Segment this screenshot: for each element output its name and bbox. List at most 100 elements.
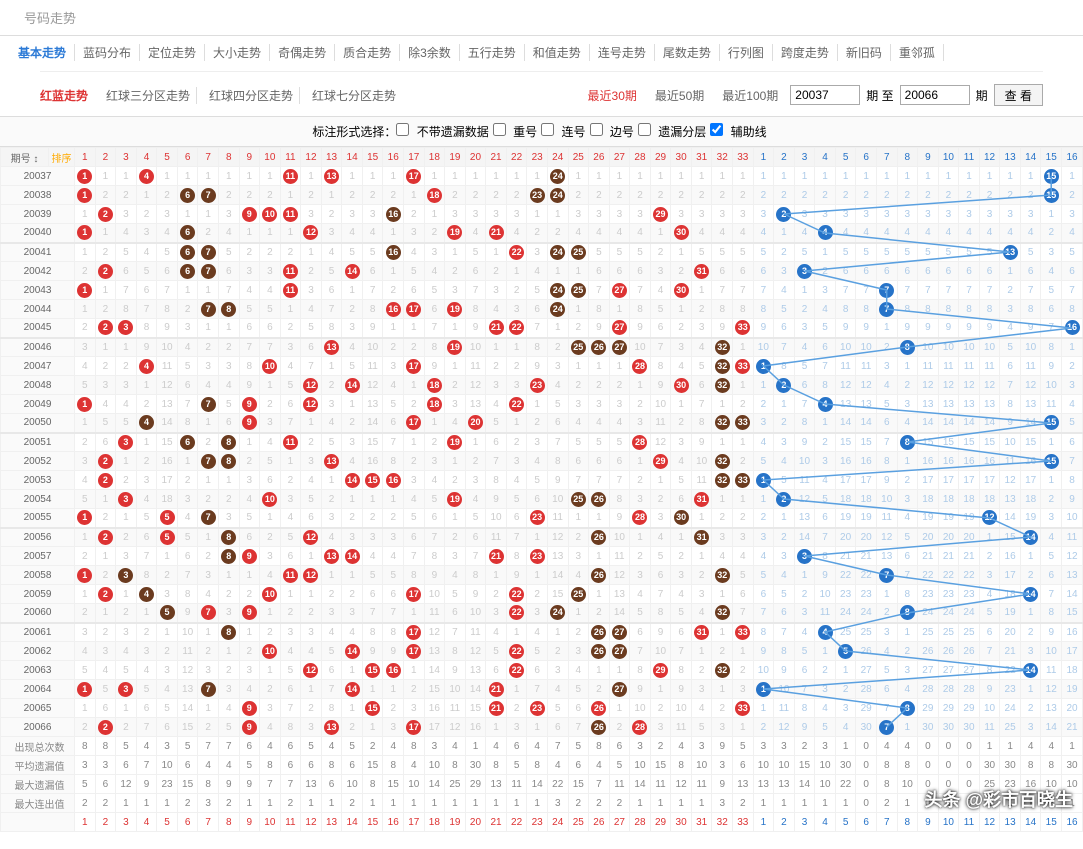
miss-cell: 5: [95, 680, 116, 699]
sub-tab[interactable]: 定位走势: [140, 44, 205, 61]
red-hit: 5: [157, 509, 178, 528]
col-red: 20: [465, 148, 486, 167]
blue-hit: 1: [753, 471, 774, 490]
filter-check[interactable]: [541, 123, 554, 136]
sub-tab[interactable]: 除3余数: [400, 44, 460, 61]
stat-val: 1: [897, 794, 918, 813]
subred-2[interactable]: 红球四分区走势: [203, 87, 300, 104]
filter-check[interactable]: [590, 123, 603, 136]
miss-blue-cell: 24: [938, 604, 959, 623]
period-100[interactable]: 最近100期: [716, 87, 784, 104]
period-cell: 20059: [1, 585, 75, 604]
col-red: 29: [650, 148, 671, 167]
miss-cell: 2: [157, 566, 178, 585]
red-hit: 8: [218, 547, 239, 566]
miss-blue-cell: 4: [794, 338, 815, 357]
red-hit: 20: [465, 414, 486, 433]
miss-blue-cell: 5: [753, 566, 774, 585]
to-input[interactable]: [900, 85, 970, 105]
sub-tab[interactable]: 连号走势: [590, 44, 655, 61]
sub-tab[interactable]: 质合走势: [335, 44, 400, 61]
sub-tab[interactable]: 五行走势: [460, 44, 525, 61]
miss-cell: 2: [75, 262, 96, 281]
period-50[interactable]: 最近50期: [649, 87, 710, 104]
miss-blue-cell: 2: [897, 376, 918, 395]
miss-cell: 1: [486, 718, 507, 737]
miss-blue-cell: 3: [1000, 205, 1021, 224]
blue-hit: 7: [876, 281, 897, 300]
miss-cell: 3: [321, 604, 342, 623]
miss-cell: 4: [260, 566, 281, 585]
subred-3[interactable]: 红球七分区走势: [306, 87, 402, 104]
miss-cell: 3: [239, 262, 260, 281]
red-hit: 13: [321, 452, 342, 471]
miss-blue-cell: 6: [876, 680, 897, 699]
filter-check[interactable]: [396, 123, 409, 136]
stat-val: 4: [404, 756, 425, 775]
miss-blue-cell: 3: [815, 205, 836, 224]
filter-check[interactable]: [710, 123, 723, 136]
miss-cell: 1: [177, 167, 198, 186]
top-tab[interactable]: 号码走势: [10, 0, 90, 35]
filter-check[interactable]: [493, 123, 506, 136]
miss-cell: 2: [671, 414, 692, 433]
miss-blue-cell: 1: [774, 224, 795, 243]
miss-blue-cell: 3: [897, 661, 918, 680]
miss-blue-cell: 15: [979, 433, 1000, 452]
sub-tab[interactable]: 基本走势: [10, 44, 75, 61]
miss-blue-cell: 8: [753, 623, 774, 642]
miss-cell: 2: [198, 224, 219, 243]
miss-cell: 8: [630, 300, 651, 319]
red-hit: 24: [547, 281, 568, 300]
miss-cell: 3: [445, 547, 466, 566]
sub-tab[interactable]: 奇偶走势: [270, 44, 335, 61]
miss-blue-cell: 9: [794, 433, 815, 452]
miss-cell: 1: [404, 433, 425, 452]
sub-tab[interactable]: 跨度走势: [773, 44, 838, 61]
miss-cell: 6: [506, 509, 527, 528]
col-period[interactable]: 期号 ↕: [1, 148, 49, 167]
miss-cell: 1: [506, 414, 527, 433]
search-button[interactable]: 查 看: [994, 84, 1043, 106]
stat-val: 8: [362, 775, 383, 794]
sub-tab[interactable]: 和值走势: [525, 44, 590, 61]
miss-blue-cell: 24: [959, 604, 980, 623]
stat-val: 10: [404, 775, 425, 794]
stat-val: 5: [177, 737, 198, 756]
red-hit: 8: [218, 433, 239, 452]
red-hit: 6: [177, 433, 198, 452]
miss-cell: 5: [239, 509, 260, 528]
red-hit: 17: [404, 414, 425, 433]
miss-cell: 9: [630, 680, 651, 699]
miss-cell: 7: [568, 471, 589, 490]
sub-tab[interactable]: 蓝码分布: [75, 44, 140, 61]
miss-cell: 5: [260, 300, 281, 319]
miss-blue-cell: 22: [1000, 661, 1021, 680]
sub-tab[interactable]: 大小走势: [205, 44, 270, 61]
sub-tab[interactable]: 尾数走势: [655, 44, 720, 61]
period-30[interactable]: 最近30期: [582, 87, 643, 104]
miss-cell: 10: [465, 338, 486, 357]
miss-blue-cell: 2: [979, 186, 1000, 205]
sub-tab[interactable]: 行列图: [720, 44, 773, 61]
miss-cell: 4: [424, 262, 445, 281]
from-input[interactable]: [790, 85, 860, 105]
miss-cell: 15: [177, 718, 198, 737]
miss-blue-cell: 18: [1000, 585, 1021, 604]
red-hit: 33: [733, 623, 754, 642]
subred-1[interactable]: 红球三分区走势: [100, 87, 197, 104]
period-cell: 20063: [1, 661, 75, 680]
sub-tab[interactable]: 重邻孤: [891, 44, 944, 61]
period-cell: 20056: [1, 528, 75, 547]
miss-cell: 3: [506, 205, 527, 224]
miss-cell: 3: [342, 433, 363, 452]
col-red: 12: [301, 148, 322, 167]
filter-check[interactable]: [638, 123, 651, 136]
data-row: 2005342231721136241141516342384597772151…: [1, 471, 1083, 490]
miss-cell: 1: [589, 661, 610, 680]
miss-cell: 1: [486, 338, 507, 357]
sub-tab[interactable]: 新旧码: [838, 44, 891, 61]
col-sort[interactable]: 排序: [49, 148, 75, 167]
miss-blue-cell: 12: [959, 376, 980, 395]
miss-blue-cell: 23: [959, 585, 980, 604]
